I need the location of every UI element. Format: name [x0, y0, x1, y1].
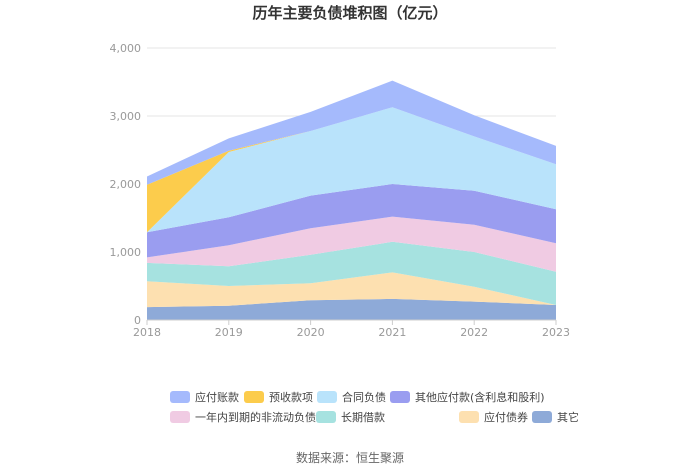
area-series-应付账款	[147, 80, 556, 185]
x-tick-label: 2021	[378, 326, 406, 339]
legend: 应付账款 预收款项 合同负债 其他应付款(含利息和股利) 一年内到期的非流动负债 长期借款…	[170, 390, 579, 424]
y-axis-ticks: 0 1,000 2,000 3,000 4,000	[110, 42, 142, 327]
legend-item[interactable]: 合同负债	[317, 390, 386, 404]
legend-item[interactable]: 应付账款	[170, 390, 239, 404]
legend-swatch	[390, 391, 410, 403]
legend-swatch	[170, 411, 190, 423]
legend-swatch	[317, 391, 337, 403]
x-axis-ticks: 2018 2019 2020 2021 2022 2023	[133, 320, 570, 339]
x-tick-label: 2022	[460, 326, 488, 339]
y-tick-label: 0	[134, 314, 141, 327]
legend-swatch	[316, 411, 336, 423]
area-series-其它	[147, 298, 556, 320]
legend-swatch	[459, 411, 479, 423]
x-tick-label: 2019	[215, 326, 243, 339]
y-tick-label: 4,000	[110, 42, 142, 55]
area-series-其他应付款(含利息和股利)	[147, 184, 556, 258]
legend-label: 预收款项	[269, 390, 313, 404]
legend-label: 一年内到期的非流动负债	[195, 410, 316, 424]
legend-item[interactable]: 一年内到期的非流动负债	[170, 410, 316, 424]
legend-label: 合同负债	[342, 390, 386, 404]
legend-label: 长期借款	[341, 410, 385, 424]
legend-swatch	[532, 411, 552, 423]
area-series-应付债券	[147, 272, 556, 308]
legend-swatch	[170, 391, 190, 403]
area-series-长期借款	[147, 241, 556, 305]
area-series	[147, 80, 556, 320]
y-tick-label: 3,000	[110, 110, 142, 123]
legend-item[interactable]: 应付债券	[459, 410, 528, 424]
x-tick-label: 2020	[297, 326, 325, 339]
legend-item[interactable]: 其他应付款(含利息和股利)	[390, 390, 545, 404]
legend-label: 应付债券	[484, 410, 528, 424]
legend-label: 应付账款	[195, 390, 239, 404]
legend-swatch	[244, 391, 264, 403]
x-tick-label: 2023	[542, 326, 570, 339]
area-series-合同负债	[147, 107, 556, 233]
legend-label: 其它	[557, 410, 579, 424]
area-series-一年内到期的非流动负债	[147, 216, 556, 272]
x-tick-label: 2018	[133, 326, 161, 339]
y-tick-label: 2,000	[110, 178, 142, 191]
legend-item[interactable]: 长期借款	[316, 410, 385, 424]
y-tick-label: 1,000	[110, 246, 142, 259]
legend-label: 其他应付款(含利息和股利)	[415, 390, 545, 404]
legend-item[interactable]: 其它	[532, 410, 579, 424]
legend-item[interactable]: 预收款项	[244, 390, 313, 404]
data-source: 数据来源：恒生聚源	[296, 450, 404, 465]
chart-title: 历年主要负债堆积图（亿元）	[252, 4, 447, 22]
